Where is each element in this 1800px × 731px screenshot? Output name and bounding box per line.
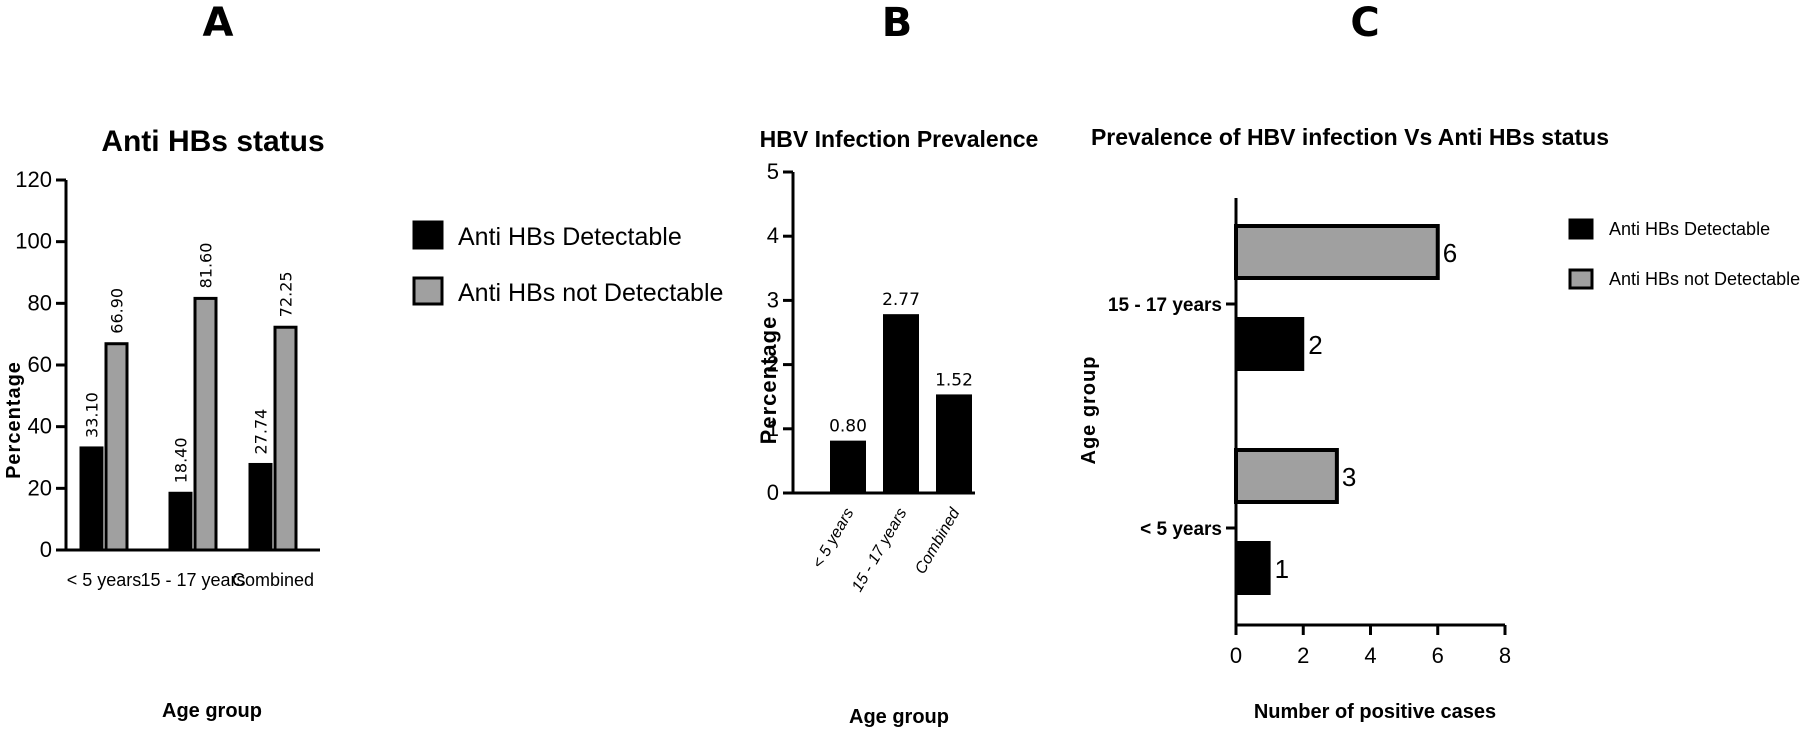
chart-b-y-tick-label: 3 (767, 287, 779, 312)
data-label-c-detectable: 1 (1275, 554, 1289, 584)
data-label-b: 0.80 (829, 417, 867, 437)
chart-a-x-tick-label: < 5 years (67, 570, 142, 590)
bar-a-detectable (248, 462, 273, 552)
bar-a-not-detectable (104, 342, 129, 552)
chart-b-y-tick-label: 4 (767, 223, 779, 248)
bar-c-detectable (1235, 541, 1271, 595)
chart-b-y-tick-label: 1 (767, 416, 779, 441)
chart-c-y-tick-label: 15 - 17 years (1108, 295, 1222, 316)
chart-c-xlabel: Number of positive cases (1254, 701, 1496, 723)
legend-a-swatch-detectable (412, 220, 444, 250)
chart-c-title: Prevalence of HBV infection Vs Anti HBs … (1091, 124, 1609, 150)
bar-c-detectable (1235, 317, 1305, 371)
chart-b-x-tick-label: 15 - 17 years (849, 506, 910, 595)
data-label-a-not-detectable: 81.60 (197, 243, 216, 289)
bar-a-not-detectable (273, 325, 298, 552)
data-label-b: 1.52 (935, 370, 973, 390)
chart-a-y-tick-label: 100 (15, 229, 52, 254)
chart-b-y-tick-label: 5 (767, 159, 779, 184)
chart-c-x-tick-label: 4 (1364, 643, 1376, 668)
chart-b-x-tick-label: Combined (912, 505, 964, 578)
bar-a-detectable (79, 446, 104, 552)
chart-c-y-tick-label: < 5 years (1140, 519, 1222, 540)
chart-a-x-tick-label: Combined (232, 570, 314, 590)
chart-c: 0 2 4 6 8 15 - 17 years 6 2 < 5 years 3 1 (1108, 198, 1511, 668)
chart-a-y-tick-label: 20 (28, 475, 52, 500)
data-label-a-detectable: 27.74 (252, 409, 271, 455)
chart-b-xlabel: Age group (849, 706, 949, 728)
chart-a-xlabel: Age group (162, 700, 262, 722)
bar-b (830, 440, 866, 495)
legend-a-label-not-detectable: Anti HBs not Detectable (458, 279, 723, 307)
data-label-b: 2.77 (882, 290, 920, 310)
panel-letter-b: B (882, 0, 913, 46)
legend-c-label-not-detectable: Anti HBs not Detectable (1609, 269, 1800, 289)
data-label-a-not-detectable: 72.25 (277, 271, 296, 317)
chart-b-y-tick-label: 2 (767, 352, 779, 377)
chart-a-y-tick-label: 40 (28, 414, 52, 439)
data-label-a-not-detectable: 66.90 (108, 288, 127, 334)
chart-c-x-tick-label: 8 (1499, 643, 1511, 668)
bar-c-not-detectable (1234, 448, 1339, 504)
chart-c-ylabel: Age group (1078, 356, 1100, 465)
panel-letter-c: C (1350, 0, 1379, 46)
chart-a-y-tick-label: 80 (28, 290, 52, 315)
chart-c-x-tick-label: 0 (1230, 643, 1242, 668)
data-label-c-not-detectable: 6 (1443, 238, 1457, 268)
legend-a-label-detectable: Anti HBs Detectable (458, 223, 682, 251)
bar-b (883, 314, 919, 494)
chart-b-title: HBV Infection Prevalence (760, 126, 1039, 152)
data-label-c-detectable: 2 (1308, 330, 1322, 360)
legend-a-swatch-not-detectable (412, 276, 444, 306)
data-label-c-not-detectable: 3 (1342, 462, 1356, 492)
chart-c-x-tick-label: 2 (1297, 643, 1309, 668)
chart-b-y-tick-label: 0 (767, 480, 779, 505)
chart-b: 0 1 2 3 4 5 0.80 < 5 years 2.77 15 - 17 years 1.52… (767, 159, 975, 595)
legend-c-label-detectable: Anti HBs Detectable (1609, 219, 1770, 239)
chart-a-x-tick-label: 15 - 17 years (140, 570, 245, 590)
chart-a: 0 20 40 60 80 100 120 < 5 years 33.10 66.90 15 - 1… (15, 167, 320, 590)
chart-a-y-tick-label: 0 (40, 537, 52, 562)
chart-b-x-tick-label: < 5 years (810, 506, 858, 572)
chart-a-y-tick-label: 120 (15, 167, 52, 192)
chart-c-legend: Anti HBs Detectable Anti HBs not Detecta… (1568, 218, 1800, 290)
chart-a-ylabel: Percentage (3, 361, 25, 479)
chart-a-y-tick-label: 60 (28, 352, 52, 377)
bar-c-not-detectable (1234, 224, 1440, 280)
chart-a-legend: Anti HBs Detectable Anti HBs not Detecta… (412, 220, 723, 307)
bar-b (936, 394, 972, 494)
data-label-a-detectable: 18.40 (172, 437, 191, 483)
bar-a-not-detectable (193, 296, 218, 552)
chart-c-x-tick-label: 6 (1432, 643, 1444, 668)
chart-b-ylabel: Percentage (756, 316, 781, 445)
data-label-a-detectable: 33.10 (83, 392, 102, 438)
chart-a-title: Anti HBs status (101, 125, 324, 158)
legend-c-swatch-detectable (1568, 218, 1594, 240)
panel-letter-a: A (203, 0, 234, 46)
legend-c-swatch-not-detectable (1568, 268, 1594, 290)
bar-a-detectable (168, 491, 193, 552)
